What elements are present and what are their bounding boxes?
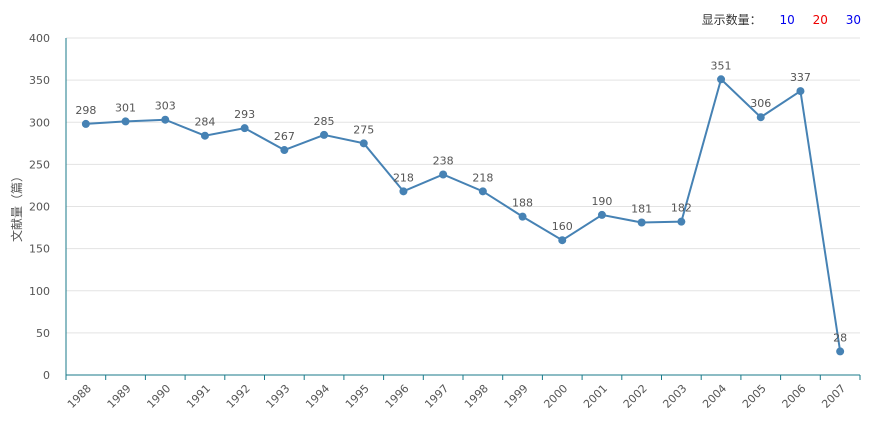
x-tick-label: 1988 [65,382,94,411]
x-tick-label: 1995 [343,382,372,411]
series-line [85,77,842,352]
data-point [359,139,368,148]
data-point [717,75,726,84]
data-point [81,119,90,128]
data-label: 267 [274,130,295,143]
y-tick-label: 300 [29,116,50,129]
data-label: 188 [512,197,533,210]
y-tick-label: 250 [29,158,50,171]
x-tick-label: 1992 [224,382,253,411]
x-tick-label: 1996 [383,382,412,411]
data-point [161,115,170,124]
display-count-20-option[interactable]: 20 [812,13,828,27]
y-tick-label: 400 [29,32,50,45]
x-tick-label: 1998 [462,382,491,411]
data-label: 190 [591,195,612,208]
x-tick-label: 1997 [422,382,451,411]
y-tick-label: 0 [43,369,50,382]
x-tick-label: 1989 [105,382,134,411]
data-point [439,170,448,179]
x-tick-label: 2004 [700,382,729,411]
data-label: 306 [750,97,771,110]
data-label: 293 [234,108,255,121]
data-point [518,212,527,221]
x-tick-label: 1999 [502,382,531,411]
data-label: 351 [711,59,732,72]
data-label: 298 [75,104,96,117]
data-label: 181 [631,203,652,216]
data-point [756,113,765,122]
data-label: 28 [833,331,847,344]
x-tick-label: 2003 [660,382,689,411]
x-tick-label: 1990 [144,382,173,411]
data-label: 337 [790,71,811,84]
y-tick-label: 200 [29,201,50,214]
data-point [121,117,130,126]
y-axis-ticks: 0 50 100 150 200 250 300 350 400 [29,32,50,382]
display-count-controls: 显示数量： 10 20 30 [702,11,861,28]
data-label: 238 [433,154,454,167]
data-label: 275 [353,123,374,136]
data-label: 285 [314,115,335,128]
y-tick-label: 350 [29,74,50,87]
data-point [200,131,209,140]
data-point [399,187,408,196]
gridlines [66,37,860,334]
data-point [478,187,487,196]
data-point [677,217,686,226]
data-label: 218 [472,171,493,184]
x-axis-ticks: 1988 1989 1990 1991 1992 1993 1994 1995 1996 1997… [65,375,861,411]
data-label: 303 [155,100,176,113]
y-tick-label: 150 [29,243,50,256]
y-axis-label: 文献量（篇） [9,170,24,242]
x-tick-label: 2001 [581,382,610,411]
data-point [597,210,606,219]
display-count-30-option[interactable]: 30 [845,13,861,27]
data-label: 218 [393,171,414,184]
data-point [558,236,567,245]
data-labels: 298 301 303 284 293 267 285 275 218 238 218 188 160 1… [75,59,847,344]
data-point [320,130,329,139]
x-tick-label: 2007 [819,382,848,411]
x-tick-label: 2000 [541,382,570,411]
x-tick-label: 1993 [263,382,292,411]
x-tick-label: 1994 [303,382,332,411]
data-label: 301 [115,101,136,114]
data-label: 182 [671,202,692,215]
y-tick-label: 50 [36,327,50,340]
y-tick-label: 100 [29,285,50,298]
x-tick-label: 2002 [621,382,650,411]
display-count-10-option[interactable]: 10 [779,13,795,27]
x-tick-label: 2006 [780,382,809,411]
data-point [836,347,845,356]
display-count-label: 显示数量： [701,13,762,27]
data-label: 284 [194,116,215,129]
data-point [637,218,646,227]
x-tick-label: 2005 [740,382,769,411]
data-point [280,146,289,155]
data-point [796,87,805,96]
data-point [240,124,249,133]
data-series [81,75,845,356]
x-tick-label: 1991 [184,382,213,411]
data-label: 160 [552,220,573,233]
